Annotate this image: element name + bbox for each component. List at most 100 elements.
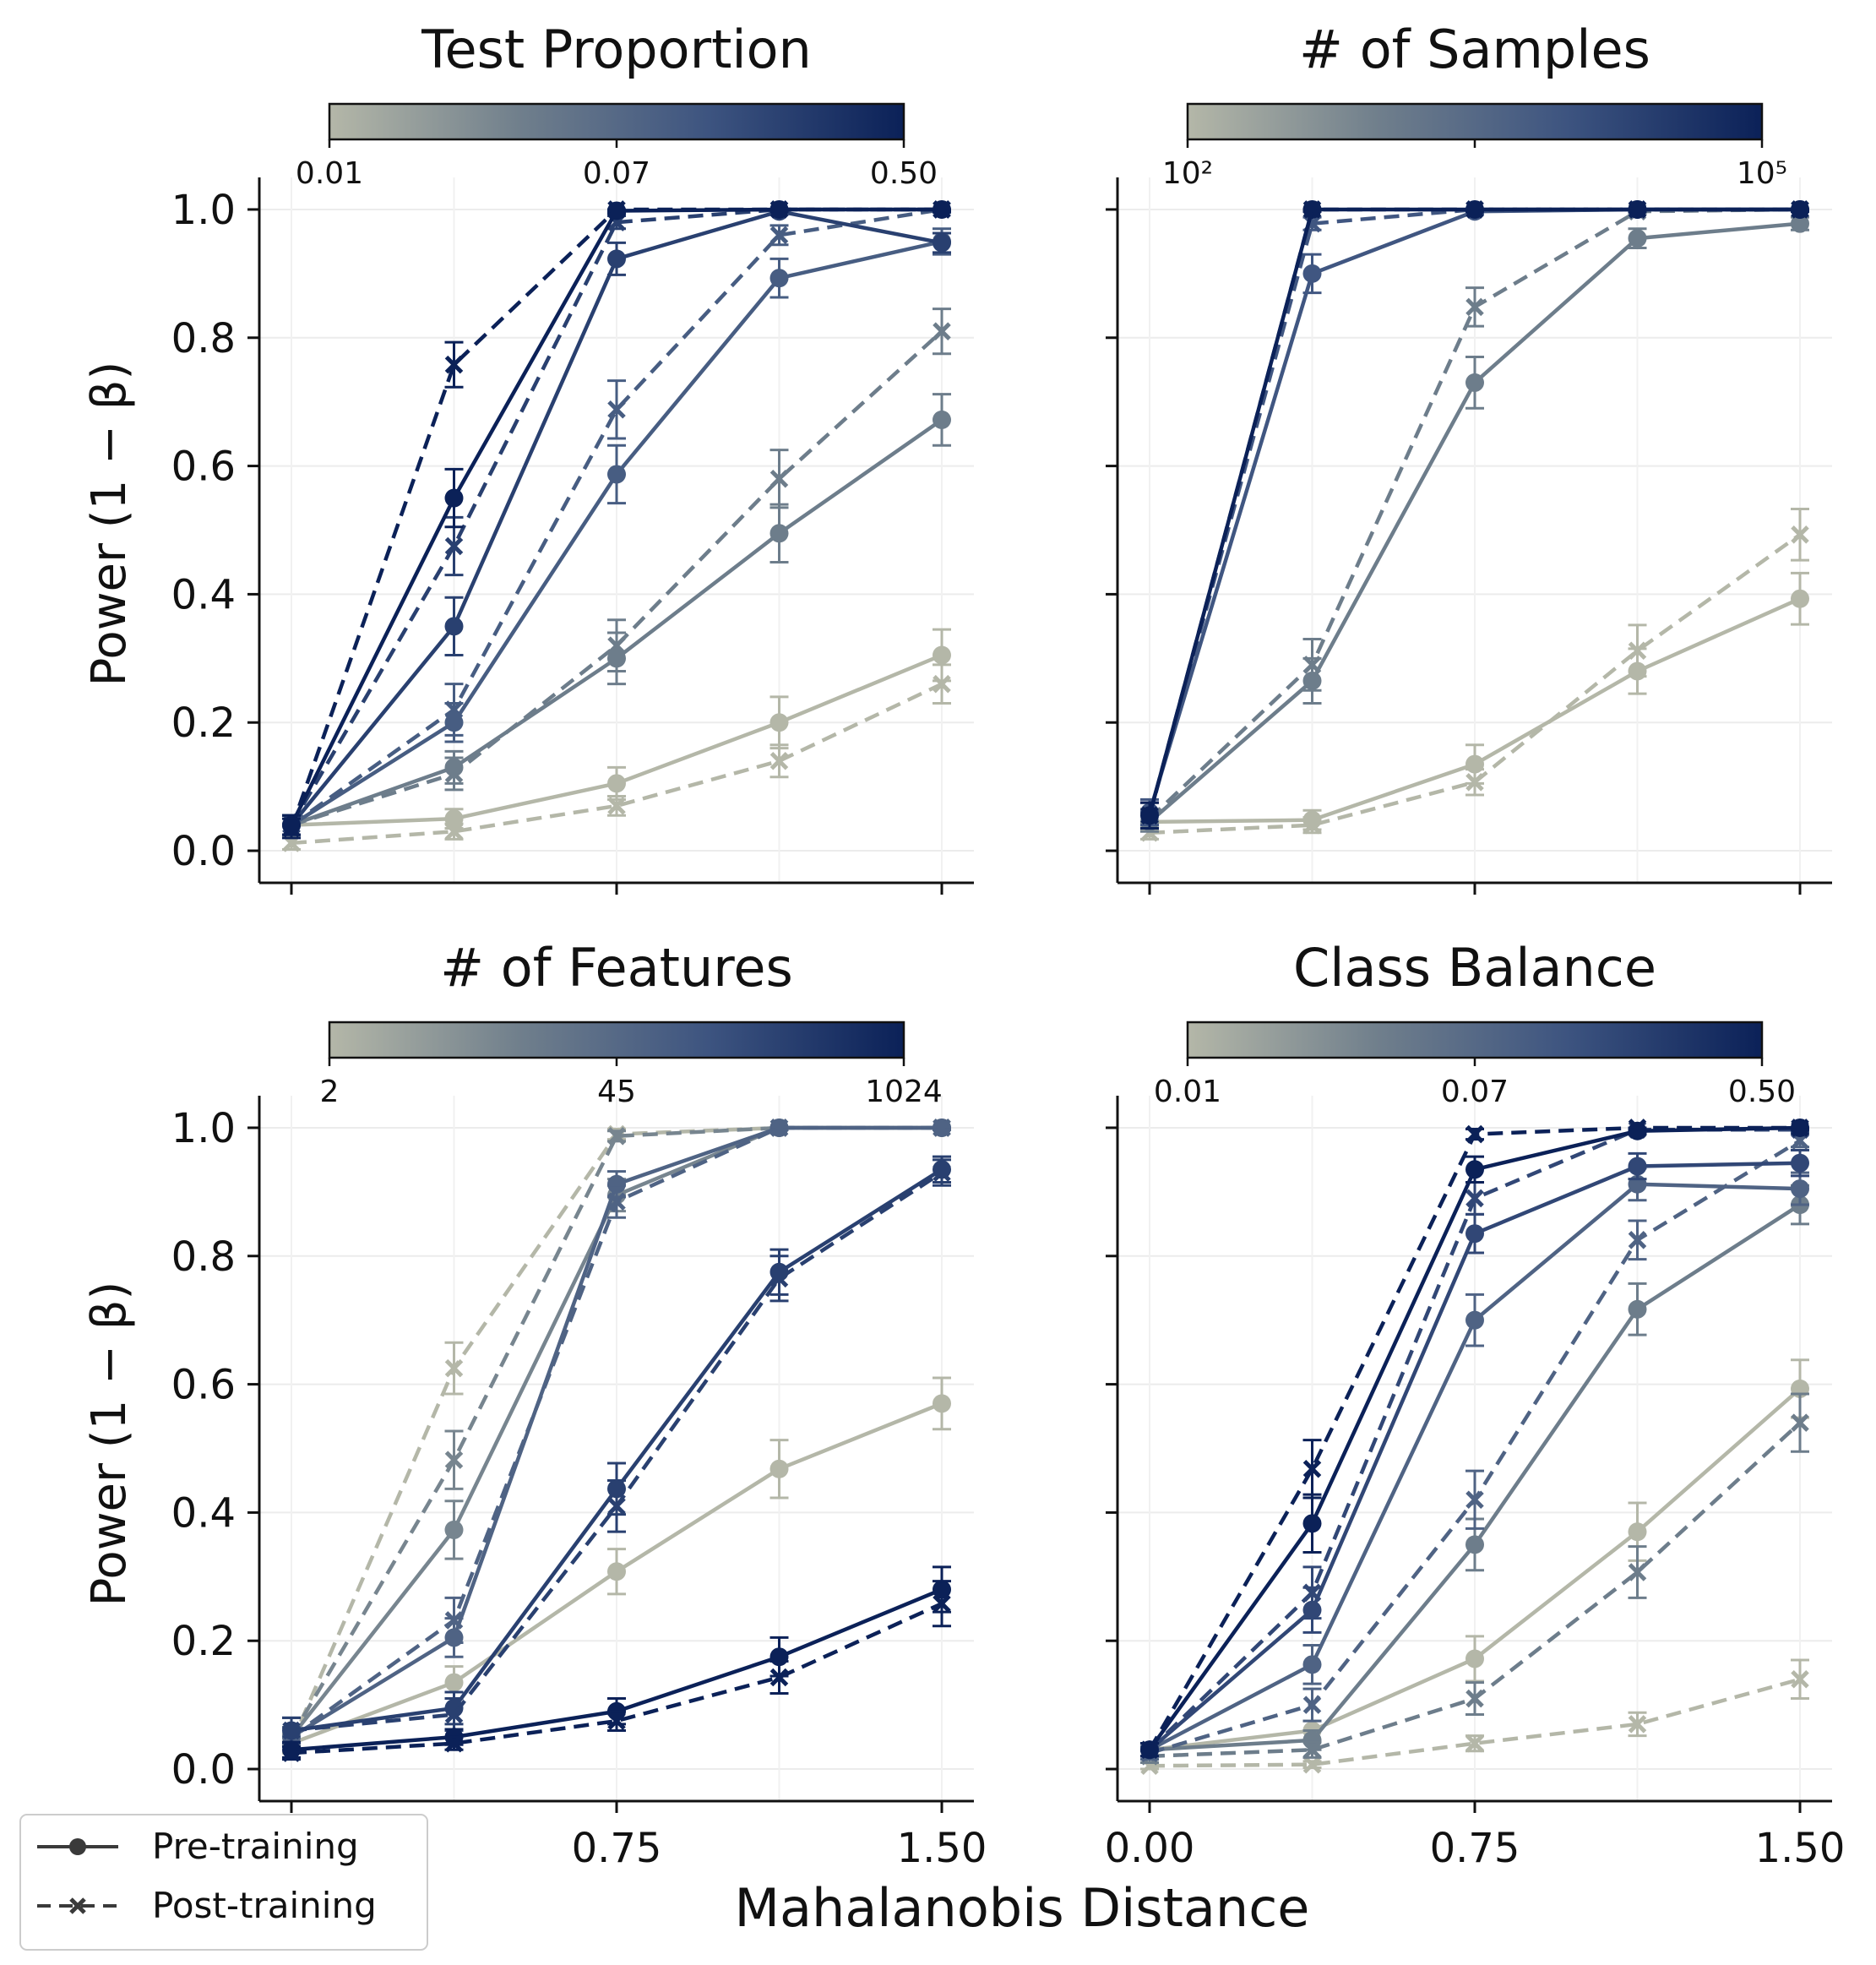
data-point-circle: [1628, 1299, 1647, 1319]
data-point-x: [1140, 1740, 1159, 1760]
data-point-circle: [1465, 373, 1484, 392]
data-point-x: [933, 1119, 951, 1137]
legend-circle-marker: [69, 1838, 86, 1855]
data-point-circle: [444, 1673, 464, 1692]
data-point-x: [769, 1119, 789, 1137]
data-point-x: [1628, 1715, 1647, 1734]
data-point-circle: [769, 713, 789, 732]
data-point-circle: [933, 645, 951, 665]
chart-panel-1: 0.0 0.2 0.4 0.6 0.8 1.0 Test Proportion 0.01 0.0…: [171, 19, 974, 895]
series-post-1: [282, 663, 951, 852]
legend-x-marker: [69, 1897, 86, 1914]
y-tick-label: 0.0: [171, 828, 236, 875]
colorbar: [328, 1021, 905, 1059]
data-point-x: [1465, 200, 1484, 219]
data-point-x: [444, 1705, 464, 1724]
data-point-x: [444, 700, 464, 719]
data-point-circle: [1791, 1179, 1809, 1199]
data-point-x: [769, 200, 789, 219]
data-point-x: [769, 226, 789, 245]
data-point-x: [1628, 1119, 1647, 1137]
series-line: [291, 1602, 943, 1755]
x-tick-label: 1.50: [897, 1825, 987, 1872]
y-tick-label: 0.2: [171, 699, 236, 747]
data-point-x: [607, 1497, 626, 1516]
y-tick-label: 0.4: [171, 571, 236, 618]
data-point-x: [1628, 1563, 1647, 1581]
data-point-x: [1628, 200, 1647, 219]
data-point-circle: [1465, 1649, 1484, 1668]
data-point-x: [444, 355, 464, 374]
data-point-circle: [1791, 589, 1809, 608]
data-point-circle: [607, 249, 626, 269]
colorbar-tick-label: 0.01: [296, 156, 363, 191]
data-point-circle: [1791, 214, 1809, 233]
data-point-x: [1302, 1696, 1322, 1714]
y-axis-label-bottom: Power (1 − β): [82, 1282, 137, 1607]
data-point-x: [1791, 1119, 1809, 1137]
data-point-x: [769, 1269, 789, 1288]
y-tick-label: 1.0: [171, 187, 236, 234]
data-point-x: [933, 322, 951, 340]
data-point-x: [1302, 1583, 1322, 1603]
data-point-circle: [1465, 1160, 1484, 1179]
y-tick-label: 0.2: [171, 1618, 236, 1665]
data-point-x: [282, 1721, 301, 1740]
x-axis-label: Mahalanobis Distance: [735, 1877, 1310, 1939]
data-point-circle: [1465, 1224, 1484, 1244]
data-point-x: [1465, 297, 1484, 317]
data-point-circle: [607, 465, 626, 484]
chart-panel-2: # of Samples 10² 10⁵: [1106, 19, 1832, 895]
data-point-circle: [607, 774, 626, 793]
data-point-x: [444, 1451, 464, 1469]
series-post-7: [1140, 200, 1809, 830]
y-tick-label: 1.0: [171, 1105, 236, 1152]
data-point-x: [607, 1712, 626, 1730]
data-point-x: [933, 674, 951, 694]
colorbar-tick-label: 0.07: [583, 156, 650, 191]
data-point-x: [1465, 1124, 1484, 1144]
data-point-x: [1465, 1189, 1484, 1208]
chart-panel-4: 0.00 0.75 1.50 Class Balance 0.01 0.07 0.50: [1105, 937, 1846, 1872]
data-point-x: [1465, 773, 1484, 792]
x-tick-label: 0.75: [572, 1825, 662, 1872]
series-post-9: [282, 200, 951, 840]
data-point-x: [769, 1668, 789, 1687]
data-point-x: [607, 636, 626, 655]
data-point-x: [282, 819, 301, 838]
x-tick-label: 0.00: [1105, 1825, 1195, 1872]
data-point-circle: [1302, 264, 1322, 283]
y-tick-label: 0.6: [171, 1362, 236, 1409]
data-point-circle: [444, 617, 464, 636]
data-point-x: [1628, 1231, 1647, 1249]
series-post-9: [282, 1580, 951, 1762]
data-point-x: [607, 797, 626, 815]
x-tick-label: 0.75: [1430, 1825, 1520, 1872]
data-point-circle: [1628, 229, 1647, 248]
data-point-circle: [1302, 1514, 1322, 1533]
data-point-x: [769, 752, 789, 770]
y-tick-label: 0.0: [171, 1746, 236, 1794]
legend-label-post-training: Post-training: [152, 1885, 377, 1926]
chart-title: Test Proportion: [421, 19, 812, 80]
colorbar-tick-label: 0.07: [1441, 1075, 1509, 1109]
series-line: [1149, 532, 1802, 836]
colorbar: [328, 102, 905, 141]
data-point-x: [1791, 1670, 1809, 1689]
data-point-x: [607, 400, 626, 419]
data-point-x: [769, 470, 789, 488]
legend-entry-pre-training: Pre-training: [37, 1826, 359, 1867]
data-point-x: [1302, 200, 1322, 219]
data-point-circle: [444, 1520, 464, 1539]
y-axis-label-top: Power (1 − β): [82, 362, 137, 687]
data-point-circle: [933, 233, 951, 253]
series-line: [1149, 1677, 1801, 1768]
data-point-x: [1140, 806, 1159, 825]
data-point-circle: [1628, 1157, 1647, 1176]
data-point-x: [282, 1744, 301, 1762]
series-post-3: [1140, 1392, 1809, 1766]
data-point-x: [933, 1594, 951, 1613]
legend-entry-post-training: Post-training: [37, 1885, 377, 1926]
data-point-x: [1302, 1460, 1322, 1478]
